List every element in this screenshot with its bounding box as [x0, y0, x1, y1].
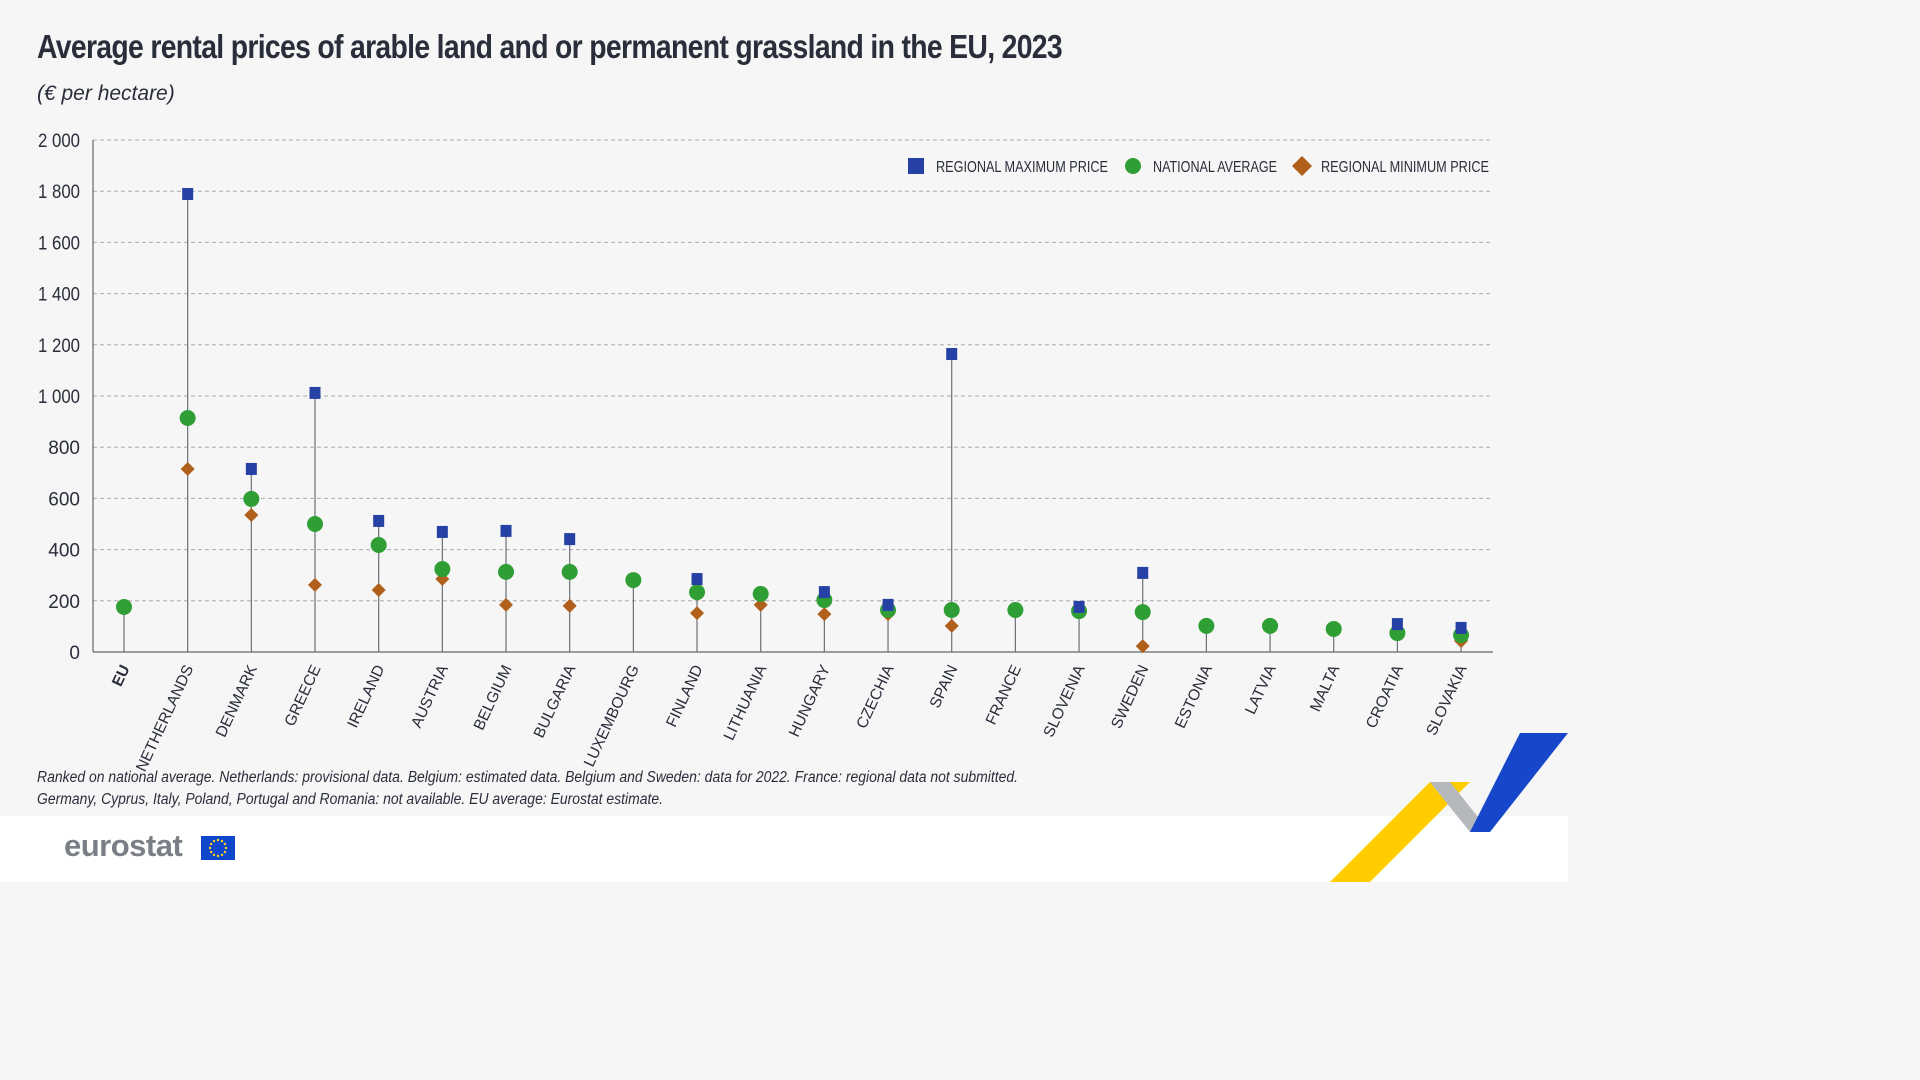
- x-tick-label: NETHERLANDS: [133, 663, 197, 775]
- min-marker: [371, 583, 386, 598]
- max-marker: [946, 348, 958, 361]
- avg-marker: [370, 536, 387, 553]
- avg-marker: [434, 561, 451, 578]
- max-marker: [882, 598, 894, 611]
- max-marker: [500, 524, 512, 537]
- y-tick-label: 0: [69, 643, 80, 664]
- x-tick-label: ESTONIA: [1172, 662, 1216, 731]
- avg-marker: [1134, 604, 1151, 621]
- footnote-line: Ranked on national average. Netherlands:…: [37, 769, 1018, 786]
- min-marker: [499, 597, 514, 612]
- max-marker: [818, 586, 830, 599]
- min-marker: [308, 577, 323, 592]
- min-marker: [944, 618, 959, 633]
- x-tick-label: CROATIA: [1363, 662, 1407, 731]
- max-marker: [1391, 618, 1403, 631]
- chart-subtitle: (€ per hectare): [37, 82, 175, 105]
- avg-marker: [116, 598, 132, 615]
- legend-circle-icon: [1125, 158, 1141, 174]
- x-tick-label: SPAIN: [927, 663, 962, 711]
- x-tick-label: FRANCE: [983, 663, 1025, 728]
- x-tick-label: SLOVENIA: [1041, 662, 1089, 740]
- x-tick-label: IRELAND: [345, 663, 389, 731]
- legend-diamond-icon: [1292, 156, 1312, 176]
- min-marker: [690, 606, 705, 621]
- max-marker: [564, 533, 576, 546]
- legend-label: REGIONAL MAXIMUM PRICE: [936, 159, 1108, 176]
- x-tick-label: SLOVAKIA: [1423, 662, 1471, 738]
- min-marker: [753, 597, 768, 612]
- max-marker: [691, 573, 703, 586]
- y-tick-label: 1 600: [38, 233, 80, 254]
- avg-marker: [689, 584, 706, 601]
- x-tick-label: AUSTRIA: [408, 662, 452, 731]
- x-tick-label: FINLAND: [663, 663, 706, 730]
- x-tick-label: DENMARK: [213, 662, 261, 740]
- min-marker: [244, 508, 259, 523]
- max-marker: [245, 462, 257, 475]
- min-marker: [1135, 639, 1150, 654]
- max-marker: [436, 525, 448, 538]
- x-tick-label: LITHUANIA: [721, 662, 771, 743]
- legend-square-icon: [908, 158, 924, 174]
- avg-marker: [752, 585, 769, 602]
- max-marker: [182, 188, 194, 201]
- avg-marker: [179, 410, 196, 427]
- x-tick-label: BULGARIA: [531, 662, 580, 741]
- x-tick-label: LATVIA: [1242, 662, 1280, 717]
- avg-marker: [243, 490, 260, 507]
- avg-marker: [561, 563, 578, 580]
- decorative-ribbon: [1330, 733, 1568, 882]
- y-tick-label: 200: [48, 592, 80, 613]
- avg-marker: [1262, 617, 1279, 634]
- y-tick-label: 600: [48, 489, 80, 510]
- y-tick-label: 400: [48, 541, 80, 562]
- max-marker: [1137, 566, 1149, 579]
- x-tick-label: EU: [109, 663, 134, 690]
- y-tick-label: 2 000: [38, 131, 80, 152]
- x-tick-label: GREECE: [282, 663, 325, 730]
- eurostat-logo: eurostat: [64, 828, 183, 863]
- lollipop-chart: 0 200 400 600 800 1 000 1 200 1 400 1 600 1 800 2 …: [38, 131, 1493, 775]
- avg-marker: [307, 516, 324, 532]
- max-marker: [373, 514, 385, 527]
- max-marker: [1073, 600, 1085, 613]
- min-marker: [817, 607, 832, 622]
- y-tick-label: 1 000: [38, 387, 80, 408]
- max-marker: [1455, 621, 1467, 634]
- chart-title: Average rental prices of arable land and…: [37, 28, 1063, 65]
- min-marker: [562, 598, 577, 613]
- avg-marker: [1007, 602, 1024, 619]
- legend-label: REGIONAL MINIMUM PRICE: [1321, 159, 1489, 176]
- footnote-line: Germany, Cyprus, Italy, Poland, Portugal…: [37, 791, 664, 808]
- y-tick-label: 1 400: [38, 285, 80, 306]
- footer: [0, 816, 1568, 882]
- x-tick-label: BELGIUM: [471, 663, 516, 733]
- max-marker: [309, 386, 321, 399]
- y-tick-label: 1 200: [38, 336, 80, 357]
- min-marker: [180, 461, 195, 476]
- footnotes: Ranked on national average. Netherlands:…: [37, 767, 1018, 811]
- x-tick-label: CZECHIA: [854, 662, 898, 731]
- avg-marker: [498, 563, 515, 580]
- y-tick-label: 1 800: [38, 182, 80, 203]
- x-tick-label: SWEDEN: [1108, 663, 1152, 732]
- avg-marker: [1325, 620, 1342, 637]
- avg-marker: [1198, 617, 1215, 634]
- x-tick-label: MALTA: [1307, 662, 1344, 715]
- avg-marker: [625, 572, 642, 589]
- legend-label: NATIONAL AVERAGE: [1153, 159, 1277, 176]
- eu-flag-icon: [201, 836, 235, 860]
- y-tick-label: 800: [48, 438, 80, 459]
- x-tick-label: HUNGARY: [786, 663, 834, 740]
- x-tick-label: LUXEMBOURG: [581, 663, 643, 770]
- avg-marker: [943, 602, 960, 619]
